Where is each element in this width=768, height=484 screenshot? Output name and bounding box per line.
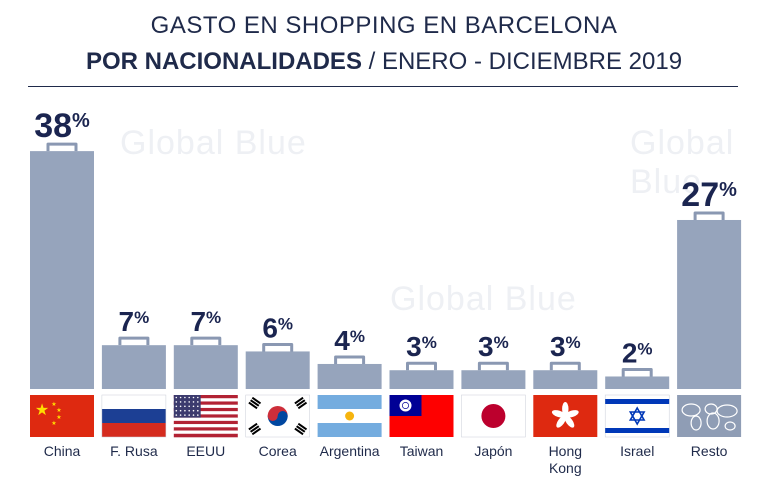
- chart-title: GASTO EN SHOPPING EN BARCELONA: [150, 12, 618, 39]
- category-label: F. Rusa: [110, 443, 158, 459]
- bag-handle: [334, 355, 366, 364]
- bar: [245, 351, 310, 389]
- svg-text:★: ★: [56, 414, 61, 421]
- bag-handle: [262, 342, 294, 352]
- bag-handle: [477, 361, 509, 371]
- svg-text:★: ★: [51, 420, 56, 427]
- value-label: 7%: [190, 306, 221, 337]
- japan-flag-icon: [461, 394, 526, 438]
- value-label: 38%: [34, 107, 90, 145]
- category-label: China: [44, 443, 81, 459]
- china-flag-icon: ★ ★★★★: [30, 395, 94, 437]
- value-label: 3%: [550, 331, 581, 362]
- israel-flag-icon: [604, 394, 670, 438]
- bar: [30, 151, 94, 389]
- category-label: Corea: [259, 443, 297, 459]
- category-label: Hong Kong: [549, 443, 582, 476]
- bar: [173, 345, 238, 389]
- value-label: 3%: [478, 331, 509, 362]
- russia-flag-icon: [101, 394, 167, 438]
- svg-text:★: ★: [51, 401, 56, 408]
- chart-subtitle: POR NACIONALIDADES / ENERO - DICIEMBRE 2…: [0, 48, 768, 76]
- category-label: Japón: [474, 443, 512, 459]
- argentina-flag-icon: [317, 395, 382, 437]
- chart-subtitle-bold: POR NACIONALIDADES: [85, 48, 362, 75]
- bag-handle: [46, 142, 78, 152]
- bag-handle: [190, 336, 222, 346]
- usa-flag-icon: [173, 395, 238, 438]
- bar: [533, 370, 598, 389]
- category-label: Argentina: [320, 443, 380, 459]
- bag-handle: [406, 361, 437, 371]
- value-label: 7%: [119, 306, 150, 337]
- category-label: EEUU: [186, 443, 225, 459]
- korea-flag-icon: [245, 394, 310, 438]
- bag-handle: [549, 361, 581, 371]
- title-divider: [28, 86, 738, 87]
- bar: [101, 345, 166, 389]
- bag-handle: [621, 367, 653, 377]
- value-label: 3%: [406, 331, 437, 362]
- svg-text:★: ★: [35, 402, 49, 419]
- watermark: Global Blue: [630, 124, 735, 201]
- world-map-icon: [677, 395, 742, 437]
- value-label: 2%: [622, 337, 653, 368]
- value-label: 27%: [681, 176, 737, 214]
- category-label: Israel: [620, 443, 654, 459]
- value-label: 4%: [334, 325, 365, 356]
- svg-text:★: ★: [56, 407, 61, 414]
- value-label: 6%: [262, 312, 293, 343]
- bar: [605, 376, 670, 389]
- hong-kong-flag-icon: [533, 395, 598, 437]
- category-label: Taiwan: [400, 443, 444, 459]
- watermark: Global Blue: [390, 280, 577, 318]
- category-label: Resto: [691, 443, 728, 459]
- bar: [317, 363, 382, 389]
- bar: [677, 219, 742, 389]
- taiwan-flag-icon: [389, 395, 454, 437]
- bar: [389, 370, 454, 389]
- bar: [461, 370, 526, 389]
- bag-handle: [118, 336, 150, 346]
- bag-handle: [693, 211, 725, 220]
- watermark: Global Blue: [120, 124, 307, 162]
- chart-subtitle-period: / ENERO - DICIEMBRE 2019: [361, 48, 683, 75]
